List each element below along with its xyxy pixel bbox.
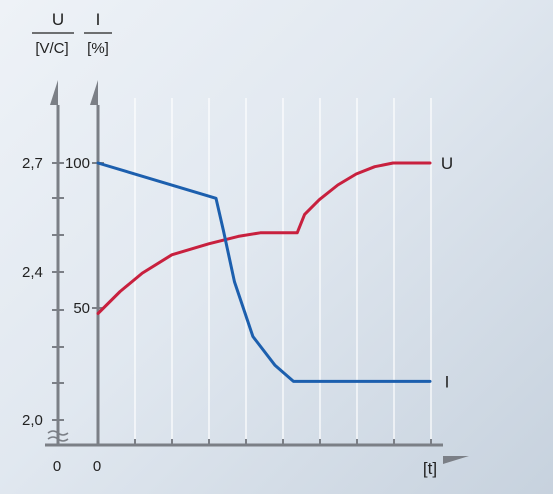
x-axis-label: [t] [423,459,437,478]
right-axis-arrow-icon [90,80,98,105]
axis-break-icon [47,436,69,442]
x-axis-arrow-icon [443,456,469,464]
left-axis-arrow-icon [50,80,58,105]
labels: U [V/C] I [%] 2,7 2,4 2,0 0 100 50 0 [t] U I [22,10,453,478]
right-axis-tick-label: 50 [73,300,90,317]
right-axis-name: I [96,10,101,29]
axis-break-icon [47,430,69,436]
x-axis-tick-label: 0 [93,458,101,475]
left-axis-tick-label: 2,7 [22,155,43,172]
series-line-u [96,161,432,315]
series-label-i: I [445,372,450,391]
series-layer [96,161,432,383]
left-axis-tick-label: 2,4 [22,264,43,281]
left-axis-unit: [V/C] [35,40,68,57]
grid [134,98,432,445]
left-axis-tick-label: 0 [53,458,61,475]
right-axis-tick-label: 100 [65,155,90,172]
left-axis-name: U [52,10,64,29]
series-label-u: U [441,154,453,173]
right-axis-unit: [%] [87,40,109,57]
series-line-i [96,161,432,383]
left-axis-tick-label: 2,0 [22,412,43,429]
axes [45,80,469,464]
